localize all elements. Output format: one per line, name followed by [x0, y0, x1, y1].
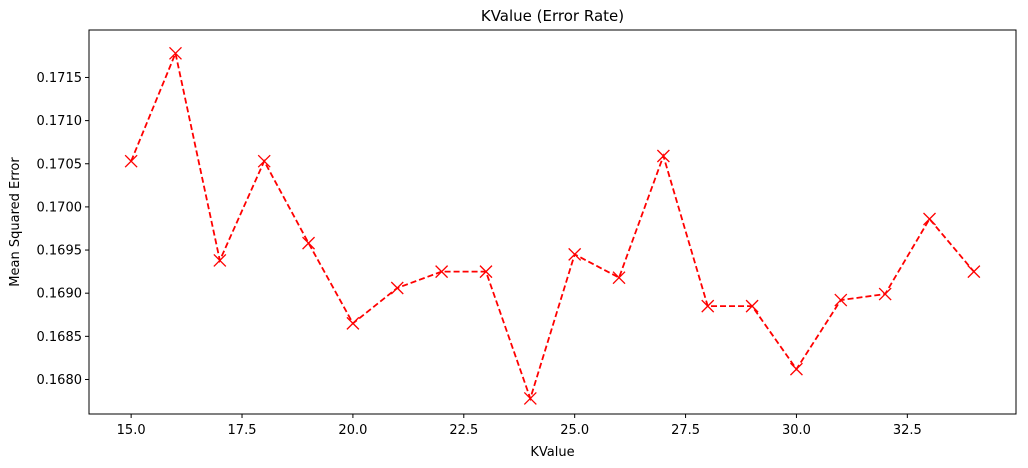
data-point-marker [169, 46, 182, 60]
y-tick-label: 0.1685 [37, 330, 83, 345]
data-point-marker [568, 247, 582, 261]
data-point-marker [834, 293, 848, 307]
x-tick-label: 27.5 [671, 423, 700, 438]
x-tick-label: 15.0 [117, 423, 146, 438]
data-point-marker [213, 253, 227, 267]
plot-frame [88, 29, 1017, 415]
x-tick-label: 20.0 [338, 423, 367, 438]
y-tick-label: 0.1715 [37, 71, 83, 86]
y-tick-label: 0.1695 [37, 244, 83, 259]
data-point-marker [789, 362, 803, 376]
y-tick-label: 0.1700 [37, 200, 83, 215]
data-point-marker [346, 316, 360, 330]
x-tick-label: 32.5 [893, 423, 922, 438]
y-tick-label: 0.1710 [37, 114, 83, 129]
data-point-marker [257, 154, 271, 168]
y-axis-label: Mean Squared Error [8, 157, 23, 287]
data-point-marker [124, 154, 138, 168]
ticks-layer: 15.0 17.5 20.0 22.5 25.0 27.5 30.0 32.5 0.1680 0.… [37, 71, 922, 438]
series-line [130, 50, 975, 402]
data-point-marker [390, 281, 404, 295]
plot-layer [124, 46, 981, 405]
data-point-marker [923, 212, 936, 226]
data-point-marker [967, 265, 981, 279]
data-point-marker [701, 299, 715, 313]
y-tick-label: 0.1690 [37, 287, 83, 302]
data-point-marker [479, 265, 493, 279]
x-tick-label: 22.5 [449, 423, 478, 438]
data-point-marker [523, 392, 537, 405]
data-point-marker [656, 149, 670, 163]
data-point-marker [612, 271, 626, 285]
x-tick-label: 17.5 [228, 423, 257, 438]
x-axis-label: KValue [530, 445, 574, 460]
y-tick-label: 0.1705 [37, 157, 83, 172]
x-tick-label: 30.0 [782, 423, 811, 438]
data-point-marker [745, 299, 759, 313]
data-point-marker [435, 265, 449, 279]
data-point-marker [878, 287, 892, 301]
y-tick-label: 0.1680 [37, 373, 83, 388]
data-point-marker [302, 236, 316, 250]
x-tick-label: 25.0 [560, 423, 589, 438]
chart-title: KValue (Error Rate) [481, 7, 624, 25]
